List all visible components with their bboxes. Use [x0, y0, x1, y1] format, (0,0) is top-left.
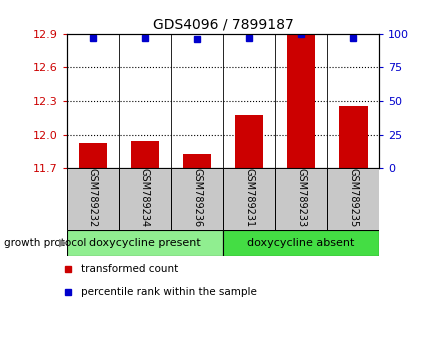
Text: doxycycline present: doxycycline present	[89, 238, 200, 248]
Bar	[130, 141, 159, 168]
Title: GDS4096 / 7899187: GDS4096 / 7899187	[152, 17, 293, 31]
Text: transformed count: transformed count	[80, 264, 178, 274]
Text: growth protocol: growth protocol	[4, 238, 86, 248]
Bar	[171, 168, 223, 230]
Bar	[182, 154, 211, 168]
Bar	[119, 168, 171, 230]
Bar	[234, 115, 263, 168]
Bar	[223, 230, 378, 256]
Text: GSM789236: GSM789236	[191, 168, 202, 228]
Text: ▶: ▶	[59, 238, 68, 248]
Bar	[274, 168, 326, 230]
Text: percentile rank within the sample: percentile rank within the sample	[80, 287, 256, 297]
Text: GSM789235: GSM789235	[347, 168, 357, 228]
Bar	[286, 34, 315, 168]
Text: GSM789232: GSM789232	[88, 168, 98, 228]
Bar	[326, 168, 378, 230]
Text: doxycycline absent: doxycycline absent	[247, 238, 354, 248]
Bar	[78, 143, 107, 168]
Bar	[338, 107, 367, 168]
Text: GSM789231: GSM789231	[243, 168, 254, 228]
Bar	[67, 168, 119, 230]
Text: GSM789234: GSM789234	[140, 168, 150, 228]
Bar	[67, 230, 223, 256]
Bar	[223, 168, 274, 230]
Text: GSM789233: GSM789233	[295, 168, 305, 228]
